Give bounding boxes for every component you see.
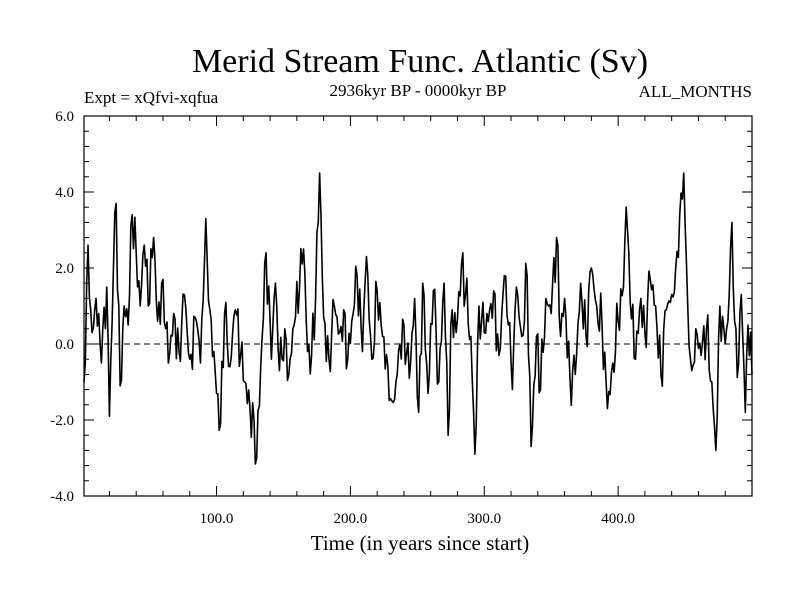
- x-tick-label: 100.0: [200, 511, 234, 527]
- y-tick-label: 4.0: [55, 185, 74, 201]
- x-tick-labels: 100.0 200.0 300.0 400.0: [200, 511, 635, 527]
- y-tick-label: -2.0: [50, 413, 74, 429]
- x-tick-label: 400.0: [601, 511, 635, 527]
- x-tick-label: 300.0: [467, 511, 501, 527]
- x-tick-label: 200.0: [334, 511, 368, 527]
- plot-frame: [83, 115, 753, 497]
- y-tick-label: 6.0: [55, 109, 74, 125]
- series-line: [83, 172, 753, 465]
- experiment-label: Expt = xQfvi-xqfua: [84, 88, 219, 107]
- chart-title: Merid Stream Func. Atlantic (Sv): [192, 43, 648, 80]
- y-tick-label: 0.0: [55, 337, 74, 353]
- x-axis-title: Time (in years since start): [311, 531, 530, 555]
- y-tick-labels: -4.0 -2.0 0.0 2.0 4.0 6.0: [50, 109, 74, 505]
- months-label: ALL_MONTHS: [639, 82, 752, 101]
- y-tick-label: -4.0: [50, 489, 74, 505]
- time-range-label: 2936kyr BP - 0000kyr BP: [330, 81, 507, 100]
- series-layer: [83, 172, 753, 465]
- axis-ticks: [84, 116, 752, 496]
- y-tick-label: 2.0: [55, 261, 74, 277]
